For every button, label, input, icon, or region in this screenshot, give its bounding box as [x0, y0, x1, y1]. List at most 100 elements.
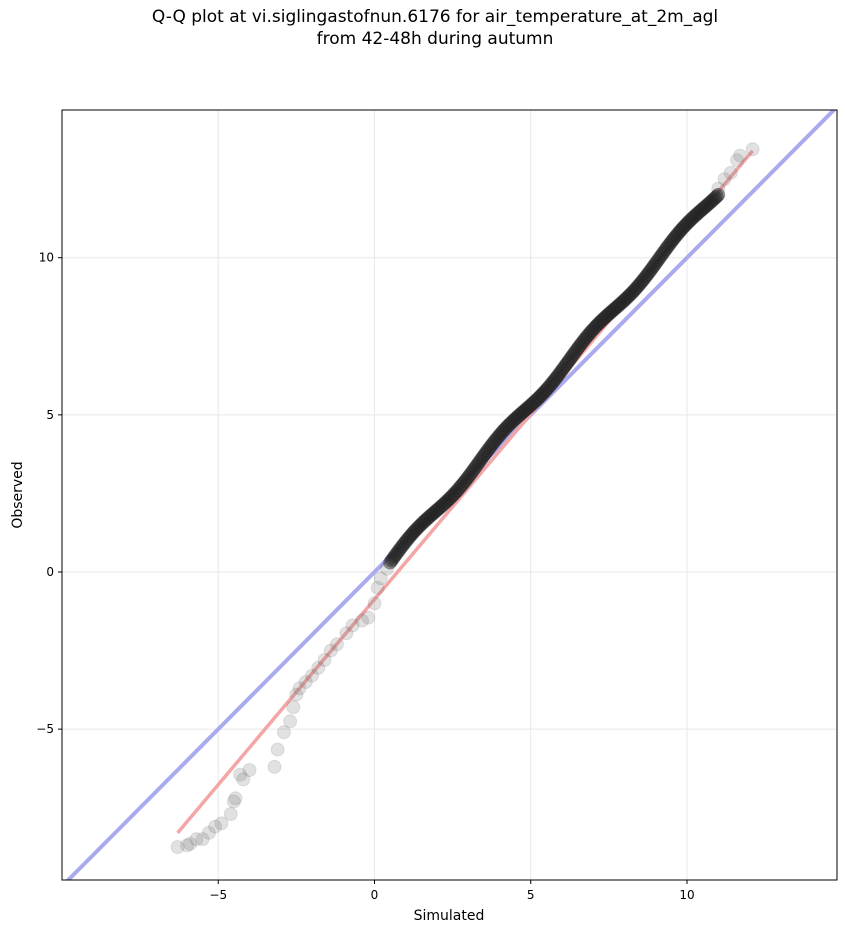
data-point: [678, 218, 693, 233]
data-point: [467, 462, 482, 477]
data-point: [242, 763, 257, 777]
data-point: [651, 252, 666, 267]
data-point: [511, 408, 526, 423]
data-point: [413, 518, 428, 533]
y-tick-label: 0: [46, 565, 54, 579]
data-point: [387, 549, 402, 564]
data-point: [618, 292, 633, 307]
data-point: [486, 435, 501, 450]
data-point: [655, 246, 670, 261]
data-point: [471, 455, 486, 470]
data-point: [546, 374, 561, 389]
data-point: [529, 392, 544, 407]
data-point: [619, 290, 634, 305]
data-point: [564, 350, 579, 365]
data-point: [649, 254, 664, 269]
data-point: [236, 772, 251, 787]
data-point: [526, 395, 541, 410]
data-point: [401, 531, 416, 546]
data-point: [555, 362, 570, 377]
data-point: [317, 653, 332, 667]
data-point: [531, 391, 546, 406]
data-point: [553, 364, 568, 379]
data-point: [580, 328, 595, 343]
data-point: [411, 519, 426, 534]
data-point: [453, 479, 468, 494]
data-point: [514, 405, 529, 420]
data-point: [568, 343, 583, 358]
data-point: [355, 613, 369, 628]
data-point: [705, 193, 720, 208]
data-point: [733, 148, 748, 163]
data-point: [517, 403, 532, 418]
data-point: [583, 324, 598, 339]
data-point: [709, 189, 724, 204]
data-point: [289, 687, 304, 702]
data-point: [522, 399, 537, 414]
data-point: [501, 418, 516, 433]
data-point: [339, 626, 354, 641]
data-point: [479, 445, 494, 460]
data-point: [428, 504, 443, 519]
data-point: [676, 219, 691, 234]
data-point: [195, 832, 210, 847]
data-point: [562, 352, 577, 367]
data-point: [597, 311, 612, 326]
data-point: [538, 383, 553, 398]
data-point: [523, 398, 538, 413]
data-point: [582, 326, 597, 341]
data-point: [579, 330, 594, 345]
data-point: [693, 204, 708, 219]
data-point: [697, 200, 712, 215]
data-point: [446, 488, 461, 503]
data-point: [502, 416, 517, 431]
data-point: [465, 464, 480, 479]
data-point: [685, 210, 700, 225]
data-point: [480, 443, 495, 458]
data-point: [550, 368, 565, 383]
data-point: [461, 470, 476, 485]
data-point: [628, 281, 643, 296]
data-point: [639, 268, 654, 283]
data-point: [449, 484, 464, 499]
data-point: [636, 272, 651, 287]
data-point: [384, 553, 399, 568]
data-point: [323, 643, 338, 658]
data-point: [613, 296, 628, 311]
data-point: [370, 580, 385, 595]
data-point: [408, 523, 423, 538]
plot-frame: [61, 109, 838, 881]
axis-ticks: −5 0 5 10 −5 0 5 10: [36, 251, 694, 902]
data-point: [393, 541, 408, 556]
data-point: [598, 309, 613, 324]
data-point: [286, 700, 301, 715]
data-point: [679, 216, 694, 231]
data-point: [556, 360, 571, 375]
data-point: [508, 411, 523, 426]
data-point: [570, 341, 585, 356]
data-point: [600, 308, 615, 323]
data-point: [565, 348, 580, 363]
data-point: [535, 386, 550, 401]
data-point: [429, 503, 444, 518]
data-point: [459, 472, 474, 487]
data-point: [634, 274, 649, 289]
data-point: [419, 512, 434, 527]
data-point: [616, 293, 631, 308]
data-point: [214, 816, 229, 831]
data-point: [730, 153, 744, 168]
data-point: [516, 404, 531, 419]
data-point: [663, 236, 678, 251]
data-point: [452, 481, 467, 496]
data-point: [661, 238, 676, 253]
data-point: [443, 491, 458, 506]
data-point: [621, 289, 636, 304]
data-point: [543, 378, 558, 393]
x-tick-label: 5: [527, 888, 535, 902]
data-point: [489, 431, 504, 446]
data-point: [367, 596, 382, 611]
data-point: [532, 389, 547, 404]
data-point: [292, 681, 307, 696]
data-point: [470, 458, 485, 473]
